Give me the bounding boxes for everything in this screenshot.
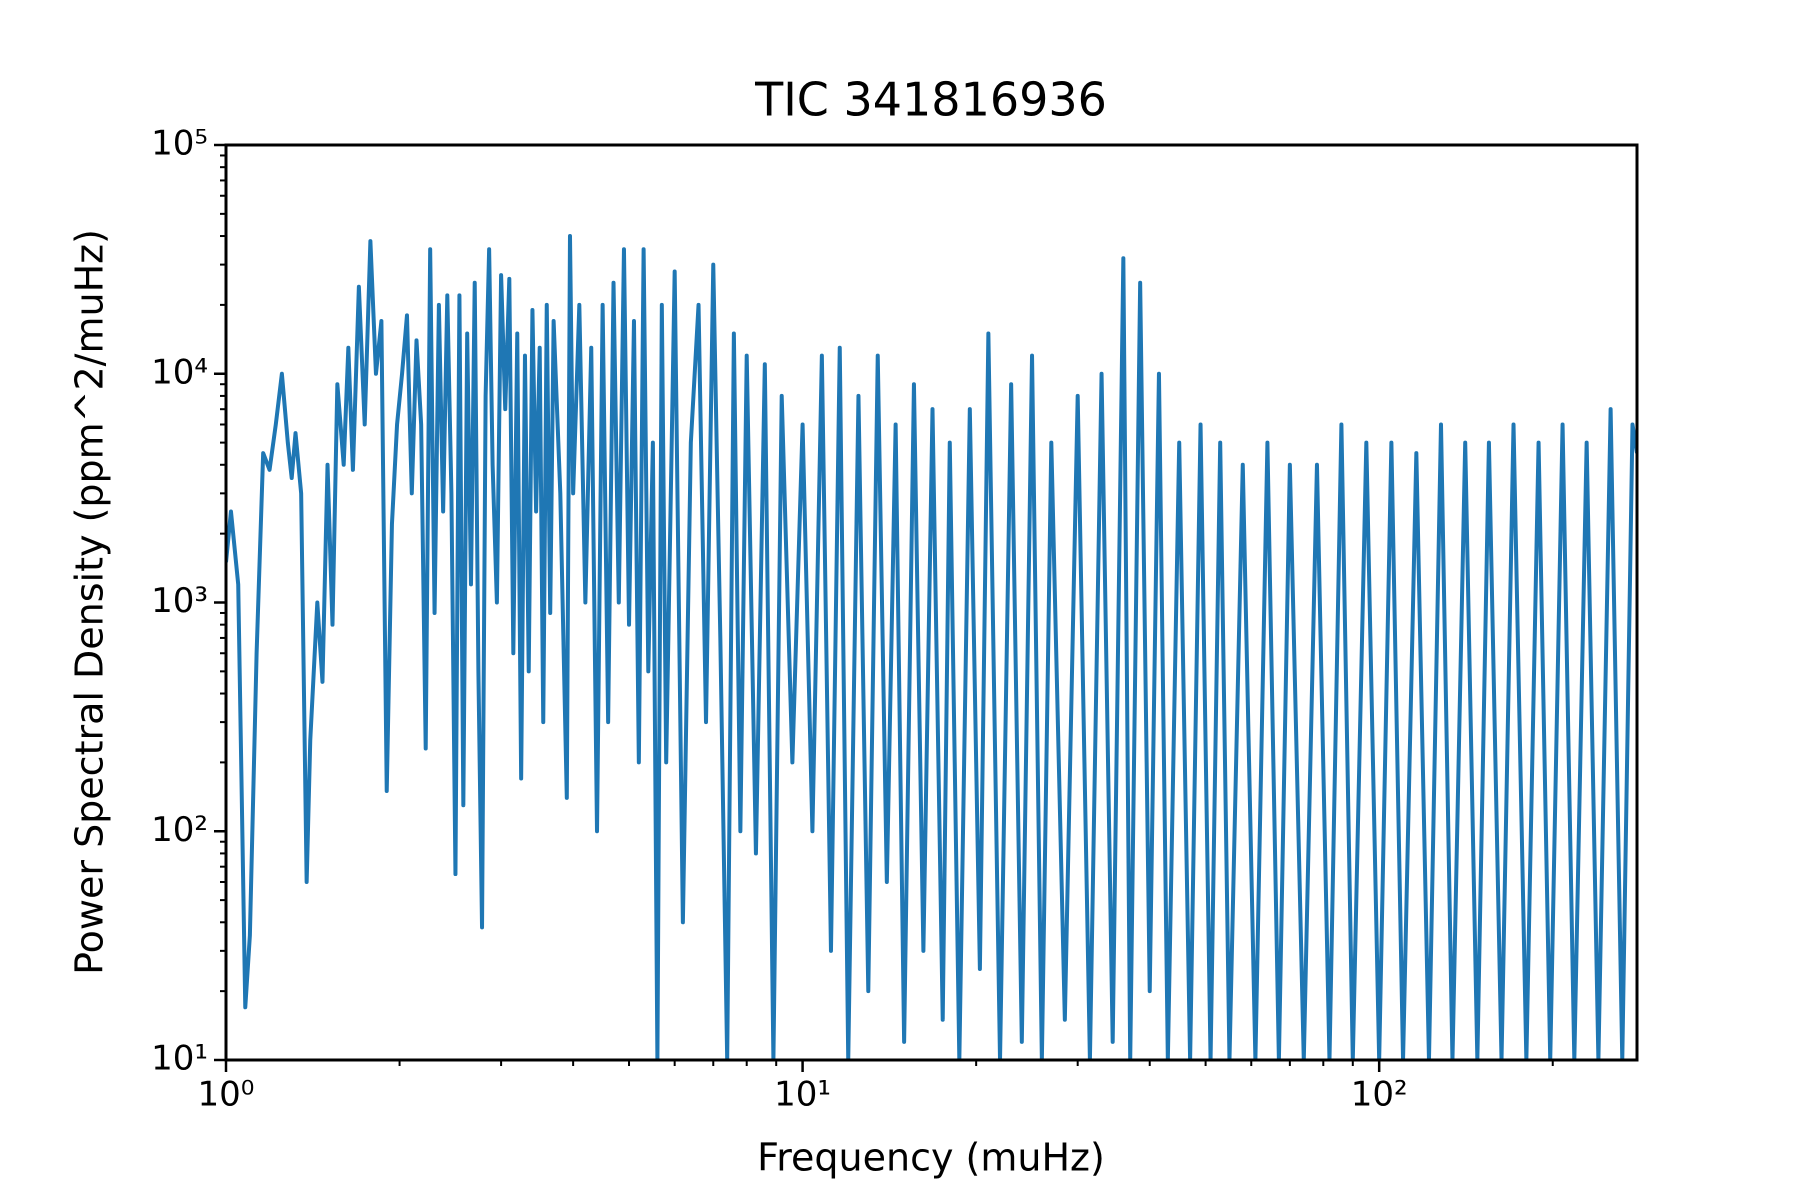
y-tick-label: 10¹ (151, 1039, 208, 1079)
y-tick-label: 10³ (151, 581, 208, 621)
x-tick-label: 10¹ (774, 1075, 831, 1115)
chart-title: TIC 341816936 (754, 73, 1107, 127)
x-axis-label: Frequency (muHz) (757, 1136, 1105, 1180)
plot-area (226, 234, 1637, 1060)
y-tick-label: 10² (151, 810, 208, 850)
x-tick-label: 10² (1351, 1075, 1408, 1115)
y-axis-label: Power Spectral Density (ppm^2/muHz) (68, 229, 112, 975)
y-tick-label: 10⁴ (151, 352, 208, 392)
x-tick-label: 10⁰ (198, 1075, 255, 1115)
psd-line (226, 234, 1637, 1060)
y-tick-label: 10⁵ (151, 124, 208, 164)
